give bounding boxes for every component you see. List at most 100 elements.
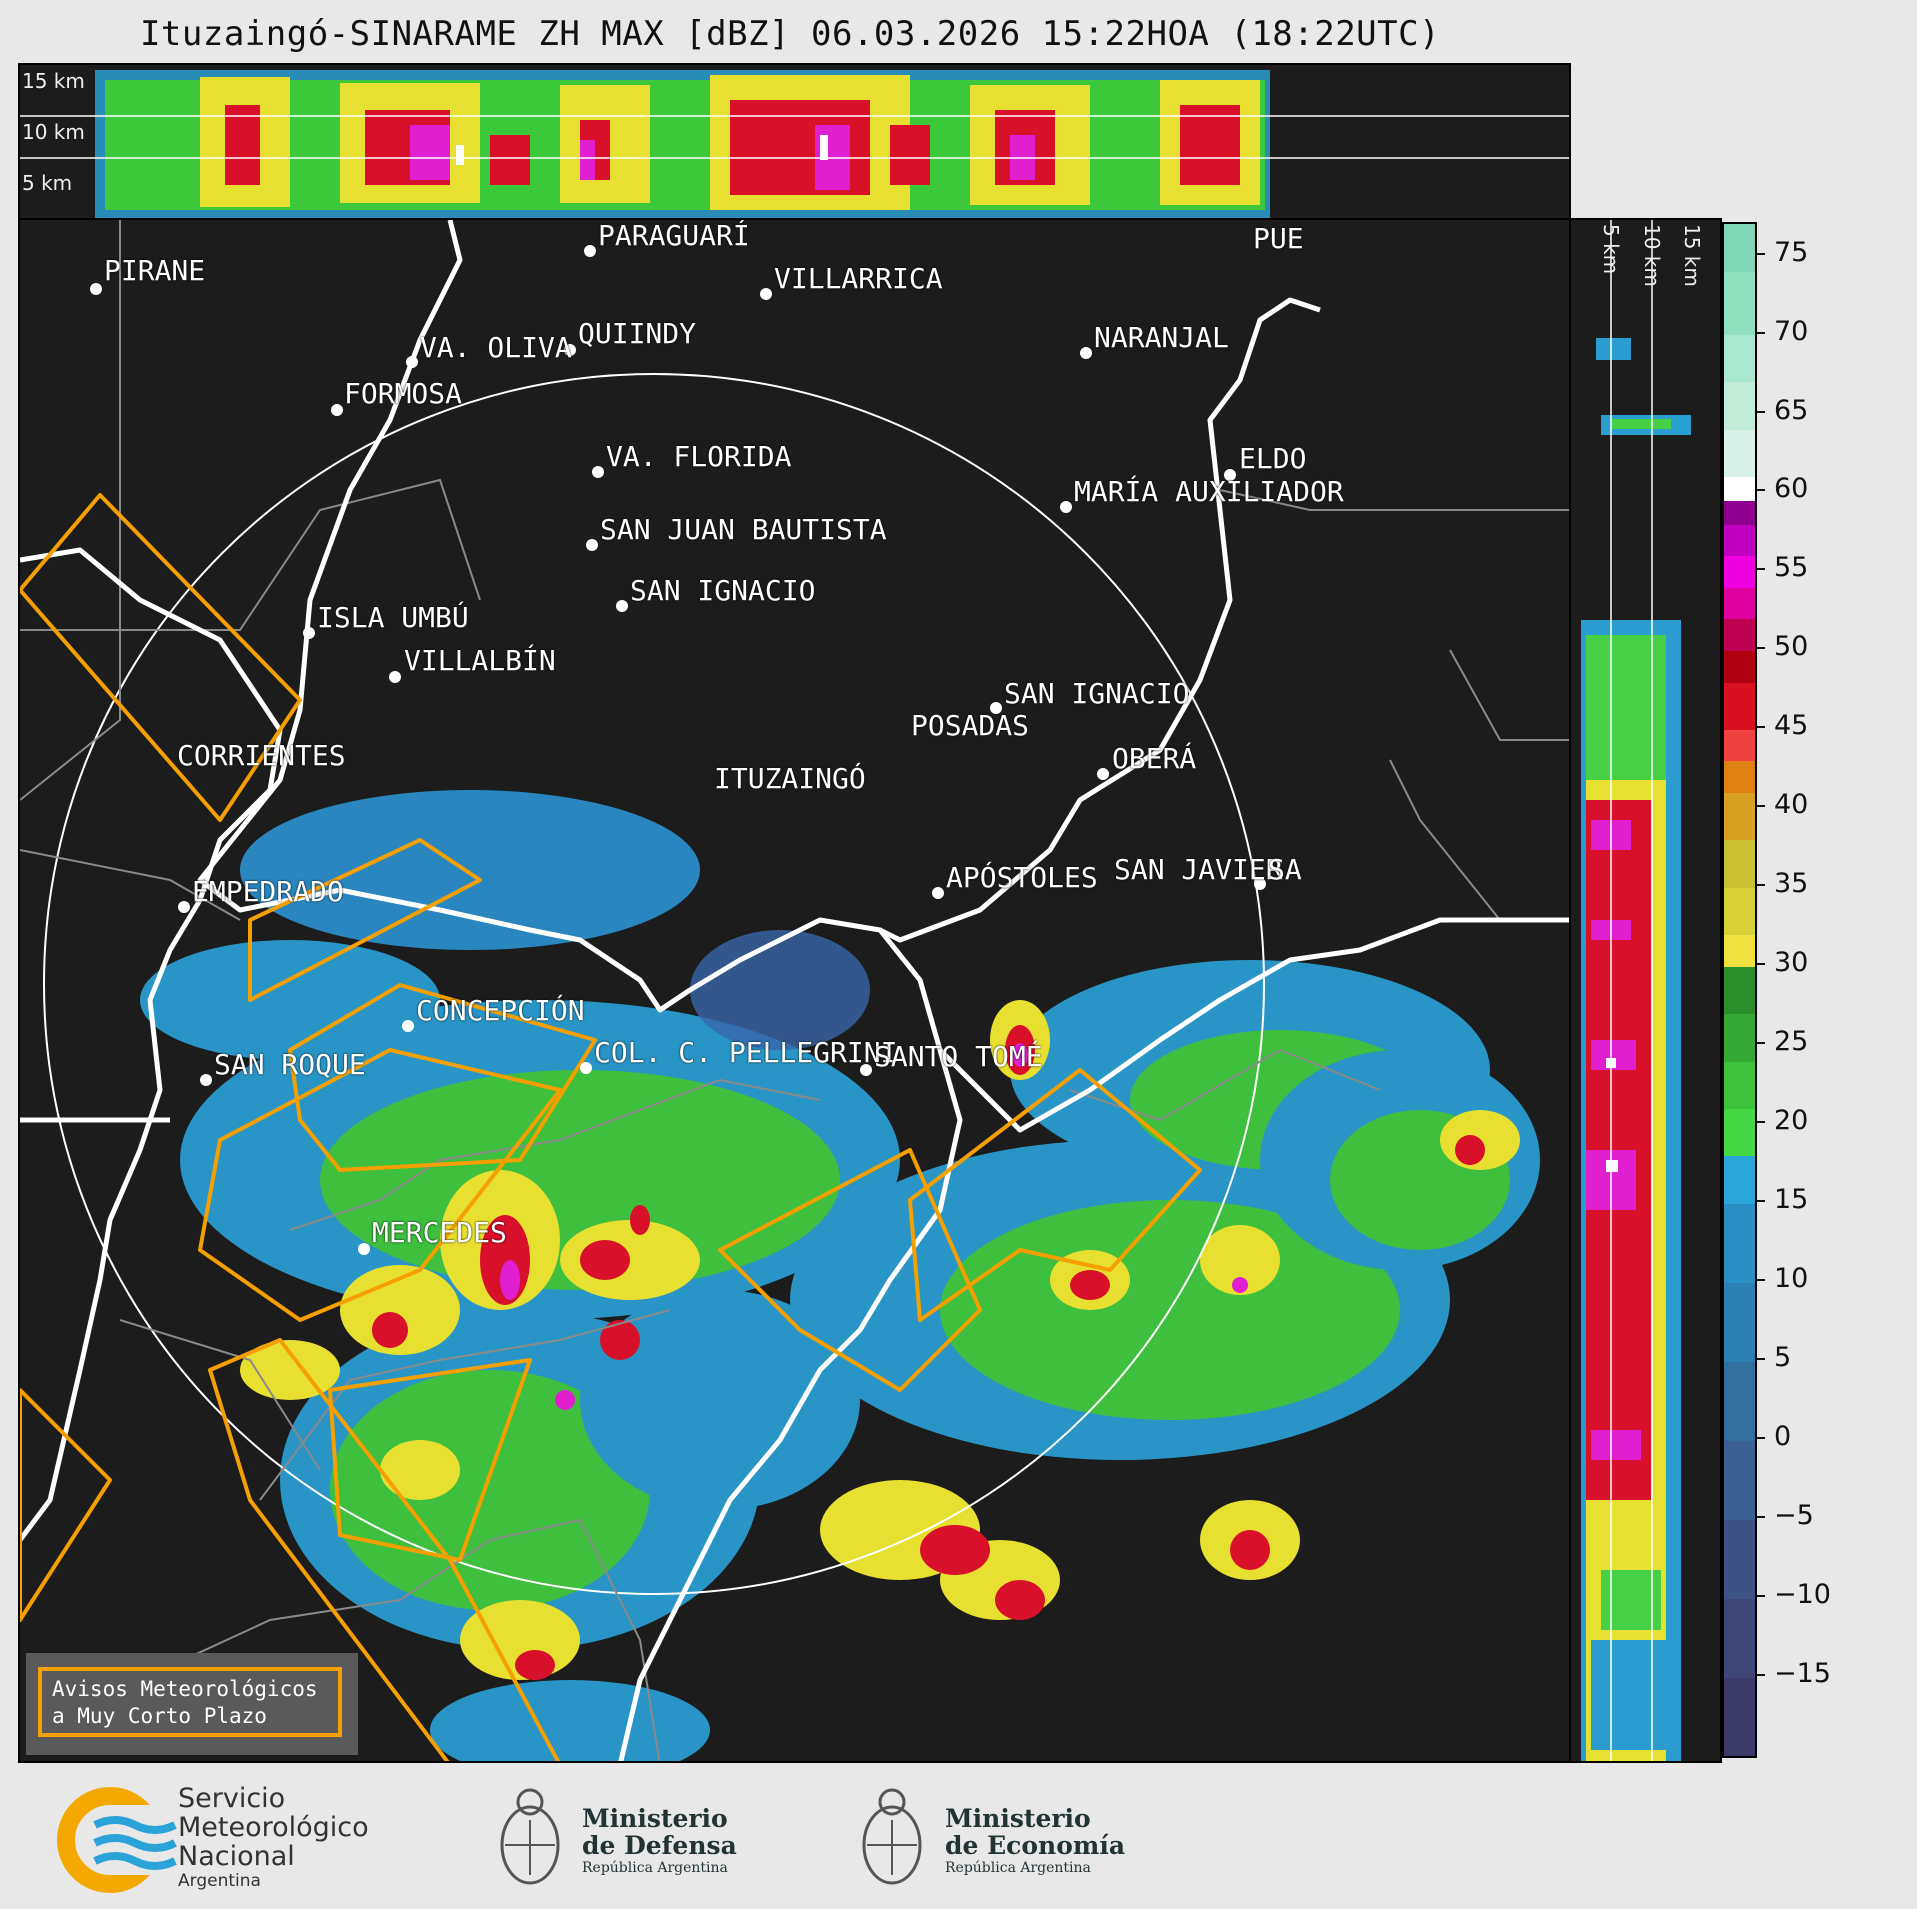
- colorbar-tick-label: 30: [1774, 947, 1809, 979]
- map-title: Ituzaingó-SINARAME ZH MAX [dBZ] 06.03.20…: [139, 14, 1441, 54]
- colorbar-tick-label: 40: [1774, 789, 1809, 821]
- colorbar-tick-mark: [1757, 1200, 1765, 1203]
- colorbar-tick-mark: [1757, 884, 1765, 887]
- side-height-label-15: 15 km: [1680, 224, 1704, 287]
- city-pue: PUE: [1253, 222, 1304, 255]
- city-apostoles: APÓSTOLES: [946, 861, 1098, 894]
- city-corrientes: CORRIENTES: [177, 739, 346, 772]
- colorbar-segment: [1724, 500, 1755, 525]
- top-height-label-15: 15 km: [22, 69, 85, 93]
- colorbar-tick-label: 50: [1774, 631, 1809, 663]
- colorbar-segment: [1724, 1155, 1755, 1204]
- colorbar-segment: [1724, 1013, 1755, 1062]
- legend-line-1: Avisos Meteorológicos: [52, 1677, 318, 1701]
- smn-line-1: Servicio: [178, 1783, 286, 1814]
- defensa-seal-icon: [500, 1788, 560, 1885]
- dot-villalbin: [389, 671, 401, 683]
- side-height-label-5: 5 km: [1599, 224, 1623, 275]
- dot-va-oliva: [406, 356, 418, 368]
- colorbar-segment: [1724, 555, 1755, 588]
- colorbar-tick-label: 20: [1774, 1105, 1809, 1137]
- dot-mercedes: [358, 1243, 370, 1255]
- dot-san-ignacio-py: [616, 600, 628, 612]
- city-concepcion: CONCEPCIÓN: [416, 994, 585, 1027]
- city-va-oliva: VA. OLIVA: [420, 331, 572, 364]
- radar-echoes-layer: [20, 220, 1569, 1761]
- colorbar-segment: [1724, 1361, 1755, 1441]
- colorbar-tick-label: 5: [1774, 1342, 1792, 1374]
- colorbar-tick-label: 0: [1774, 1421, 1792, 1453]
- city-santo-tome: SANTO TOMÉ: [874, 1040, 1043, 1073]
- colorbar-segment: [1724, 381, 1755, 430]
- colorbar-tick-label: 15: [1774, 1184, 1809, 1216]
- colorbar-tick-label: 65: [1774, 394, 1809, 426]
- city-maria-aux: MARÍA AUXILIADOR: [1074, 475, 1344, 508]
- smn-line-4: Argentina: [178, 1871, 261, 1891]
- city-isla-umbu: ISLA UMBÚ: [317, 601, 469, 634]
- dbz-colorbar: [1722, 222, 1757, 1758]
- colorbar-segment: [1724, 524, 1755, 557]
- dot-eldo: [1224, 469, 1236, 481]
- colorbar-segment: [1724, 1061, 1755, 1109]
- colorbar-segment: [1724, 587, 1755, 620]
- dot-apostoles: [932, 887, 944, 899]
- top-cross-section-echoes: [20, 70, 1569, 218]
- dot-empedrado: [178, 901, 190, 913]
- colorbar-tick-mark: [1757, 647, 1765, 650]
- colorbar-tick-label: 70: [1774, 315, 1809, 347]
- colorbar-segment: [1724, 729, 1755, 762]
- city-san-roque: SAN ROQUE: [214, 1048, 366, 1081]
- colorbar-segment: [1724, 682, 1755, 730]
- colorbar-segment: [1724, 887, 1755, 936]
- defensa-line-1: Ministerio: [582, 1804, 728, 1833]
- colorbar-tick-label: −15: [1774, 1658, 1831, 1690]
- colorbar-segment: [1724, 966, 1755, 1015]
- dot-pirane: [90, 283, 102, 295]
- colorbar-segment: [1724, 792, 1755, 841]
- footer-logos: Servicio Meteorológico Nacional Argentin…: [0, 1775, 1917, 1909]
- city-col-pellegrini: COL. C. PELLEGRINI: [594, 1036, 898, 1069]
- colorbar-tick-label: 55: [1774, 552, 1809, 584]
- economia-logo-text: Ministerio de Economía República Argenti…: [945, 1805, 1125, 1877]
- defensa-line-3: República Argentina: [582, 1860, 728, 1876]
- colorbar-segment: [1724, 1598, 1755, 1678]
- colorbar-tick-label: 10: [1774, 1263, 1809, 1295]
- defensa-line-2: de Defensa: [582, 1831, 737, 1860]
- dot-formosa: [331, 404, 343, 416]
- colorbar-segment: [1724, 1282, 1755, 1362]
- colorbar-tick-mark: [1757, 1279, 1765, 1282]
- colorbar-tick-mark: [1757, 1437, 1765, 1440]
- colorbar-tick-mark: [1757, 726, 1765, 729]
- colorbar-segment: [1724, 334, 1755, 383]
- colorbar-segment: [1724, 476, 1755, 501]
- colorbar-segment: [1724, 1519, 1755, 1599]
- colorbar-tick-label: −10: [1774, 1579, 1831, 1611]
- colorbar-tick-mark: [1757, 252, 1765, 255]
- colorbar-segment: [1724, 618, 1755, 651]
- city-empedrado: EMPEDRADO: [192, 875, 344, 908]
- city-pirane: PIRANE: [104, 254, 206, 287]
- colorbar-segment: [1724, 760, 1755, 794]
- city-paraguari: PARAGUARÍ: [598, 219, 750, 252]
- dot-san-javier: [1254, 878, 1266, 890]
- top-height-label-5: 5 km: [22, 171, 73, 195]
- city-naranjal: NARANJAL: [1094, 321, 1229, 354]
- city-sa: SA: [1268, 853, 1302, 886]
- colorbar-tick-label: −5: [1774, 1500, 1814, 1532]
- smn-line-2: Meteorológico: [178, 1812, 369, 1843]
- economia-seal-icon: [862, 1788, 922, 1885]
- defensa-logo-text: Ministerio de Defensa República Argentin…: [582, 1805, 737, 1877]
- colorbar-tick-mark: [1757, 1121, 1765, 1124]
- colorbar-segment: [1724, 934, 1755, 967]
- smn-logo-icon: [57, 1787, 177, 1893]
- economia-line-1: Ministerio: [945, 1804, 1091, 1833]
- dot-naranjal: [1080, 347, 1092, 359]
- city-eldo: ELDO: [1239, 442, 1307, 475]
- city-mercedes: MERCEDES: [372, 1216, 507, 1249]
- colorbar-segment: [1724, 1203, 1755, 1283]
- colorbar-tick-label: 35: [1774, 868, 1809, 900]
- colorbar-tick-mark: [1757, 1042, 1765, 1045]
- dot-va-florida: [592, 466, 604, 478]
- colorbar-tick-label: 45: [1774, 710, 1809, 742]
- side-cross-section: 5 km 10 km 15 km: [1569, 218, 1722, 1763]
